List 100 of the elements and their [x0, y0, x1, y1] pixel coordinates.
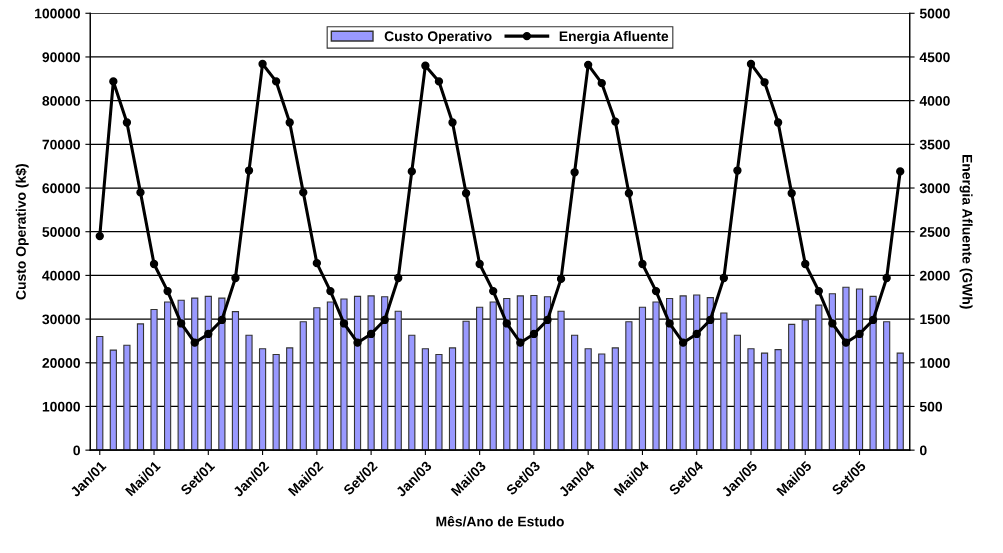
bar: [869, 295, 877, 451]
point: [149, 259, 159, 269]
point: [312, 258, 322, 268]
bar: [503, 297, 511, 451]
bar: [245, 334, 253, 451]
bar: [326, 301, 335, 451]
bar: [109, 349, 117, 451]
point: [163, 286, 172, 296]
bar: [598, 353, 606, 451]
y-tick-label: 10000: [42, 401, 80, 412]
y-tick-label: 100000: [35, 8, 80, 19]
bar: [774, 349, 782, 451]
bar: [191, 297, 199, 451]
point: [177, 319, 186, 328]
point: [285, 118, 294, 127]
point: [516, 338, 525, 347]
bar: [476, 306, 484, 451]
bar: [638, 306, 647, 451]
point: [746, 59, 756, 69]
point: [339, 319, 349, 328]
point: [421, 61, 430, 70]
y-tick-label: 40000: [42, 270, 80, 281]
point: [366, 329, 376, 339]
bar: [286, 347, 294, 451]
point: [407, 167, 416, 176]
bar: [177, 299, 185, 451]
point: [787, 189, 796, 198]
bar: [652, 301, 660, 451]
bar: [381, 296, 389, 451]
point: [624, 189, 634, 198]
y2-tick-label: 2000: [919, 270, 950, 281]
y-tick-label: 90000: [42, 52, 80, 63]
point: [665, 319, 674, 328]
point: [584, 60, 593, 69]
y2-tick-label: 500: [919, 401, 943, 412]
bar: [163, 301, 172, 451]
y-tick-label: 20000: [42, 358, 80, 368]
bar: [828, 293, 836, 451]
bar: [896, 352, 904, 451]
point: [244, 166, 254, 175]
point: [529, 329, 539, 339]
y2-tick-label: 1500: [920, 314, 950, 325]
point: [733, 166, 742, 175]
bar: [218, 297, 226, 451]
point: [299, 188, 308, 197]
bar: [801, 319, 809, 451]
bar: [489, 301, 497, 451]
point: [231, 273, 240, 283]
point: [475, 259, 484, 269]
bar: [150, 308, 158, 451]
point: [461, 189, 471, 198]
point: [896, 167, 905, 176]
point: [204, 329, 213, 339]
point: [855, 329, 864, 339]
bar: [584, 348, 592, 451]
legend-label: Custo Operativo: [384, 30, 492, 44]
point: [773, 118, 783, 127]
bar: [313, 307, 321, 451]
point: [326, 286, 335, 296]
point: [543, 315, 552, 325]
point: [502, 319, 511, 328]
bar: [136, 323, 145, 451]
bar: [394, 310, 402, 451]
y2-tick-label: 0: [919, 445, 927, 456]
bar: [665, 297, 674, 451]
point: [380, 315, 389, 325]
bar: [516, 295, 524, 451]
point: [651, 286, 661, 296]
point: [868, 315, 878, 325]
bar: [855, 288, 864, 451]
point: [719, 273, 729, 283]
y-tick-label: 60000: [42, 183, 80, 194]
point: [801, 259, 810, 269]
bar: [842, 286, 850, 451]
y-tick-label: 30000: [42, 314, 80, 325]
point: [597, 79, 606, 88]
point: [692, 329, 701, 339]
bar: [883, 321, 891, 451]
bar: [679, 295, 687, 451]
legend-label: Energia Afluente: [559, 30, 669, 44]
point: [217, 315, 227, 325]
y2-tick-label: 4000: [919, 95, 950, 106]
bar: [557, 310, 565, 451]
bar: [421, 348, 429, 451]
point: [882, 273, 891, 283]
point: [489, 286, 498, 296]
y2-tick-label: 3500: [919, 139, 950, 150]
y2-axis-title: Energia Afluente (GWh): [959, 154, 973, 309]
y-tick-label: 80000: [42, 95, 80, 106]
bar: [815, 304, 823, 451]
bar: [204, 295, 212, 451]
bar: [258, 348, 267, 451]
point: [448, 118, 457, 127]
y-tick-label: 0: [73, 445, 80, 456]
y-axis-title: Custo Operativo (k$): [15, 164, 29, 300]
bar: [747, 348, 755, 451]
point: [353, 338, 362, 347]
point: [434, 77, 444, 86]
bar: [123, 344, 131, 451]
bar: [340, 298, 348, 451]
